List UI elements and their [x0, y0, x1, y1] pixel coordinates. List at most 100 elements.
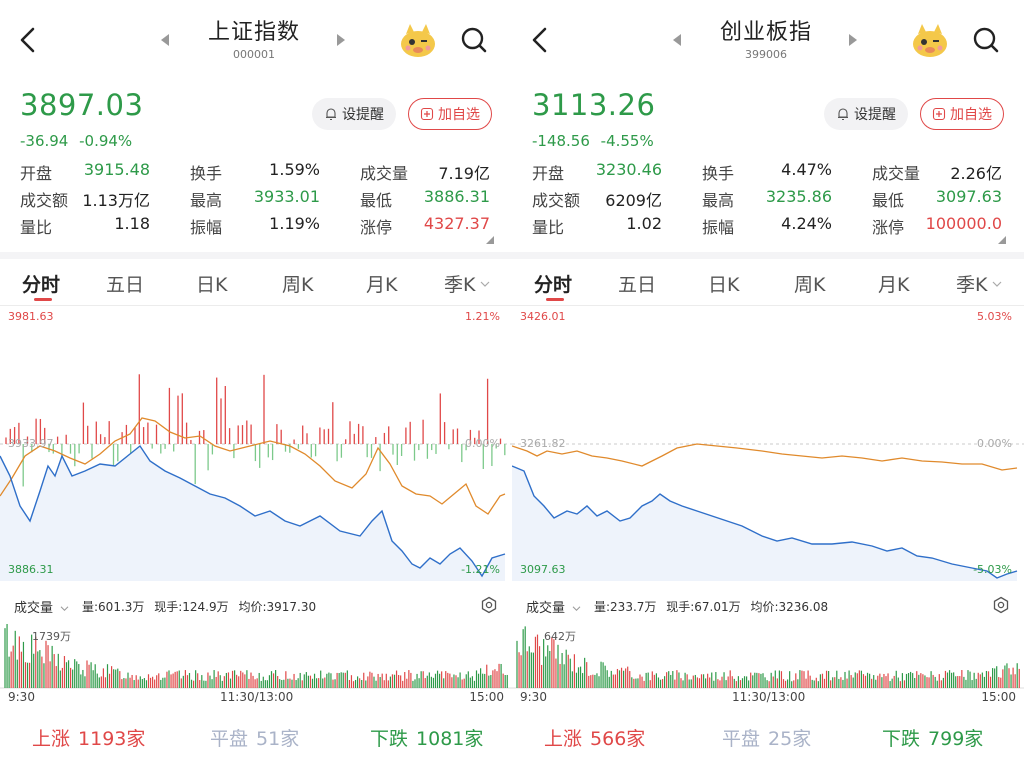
expand-corner-icon[interactable] — [486, 236, 494, 244]
intraday-chart[interactable] — [512, 306, 1024, 586]
stat-label: 量比 — [20, 218, 53, 237]
volume-indicator-select[interactable]: 成交量 — [14, 597, 69, 616]
tab-3[interactable]: 周K — [794, 274, 826, 296]
active-tab-indicator — [546, 298, 564, 301]
prev-arrow-icon[interactable] — [158, 32, 172, 48]
avg-price-line — [512, 443, 1018, 471]
hand-value: 67.01万 — [694, 600, 741, 614]
stat-label: 最高 — [702, 191, 735, 210]
tab-2[interactable]: 日K — [196, 274, 228, 296]
tab-5[interactable]: 季K — [444, 274, 476, 296]
stat-value: 3933.01 — [253, 187, 320, 206]
breadth-flat-count: 25家 — [768, 728, 812, 750]
mascot-icon[interactable] — [398, 20, 438, 60]
divider-band — [0, 252, 512, 259]
stat-value: 3230.46 — [595, 160, 662, 179]
chart-bottom-pct: -1.21% — [461, 563, 500, 576]
breadth-down: 下跌 799家 — [882, 724, 983, 751]
period-tabs: 分时 五日 日K 周K 月K 季K — [512, 262, 1024, 304]
tab-3[interactable]: 周K — [282, 274, 314, 296]
chevron-down-icon[interactable] — [992, 280, 1002, 288]
hand-value: 124.9万 — [182, 600, 229, 614]
stat-label: 涨停 — [360, 218, 393, 237]
set-alert-button[interactable]: 设提醒 — [312, 98, 396, 130]
back-icon[interactable] — [16, 26, 40, 54]
volume-chart[interactable] — [0, 622, 512, 690]
next-arrow-icon[interactable] — [334, 32, 348, 48]
stat-value: 100000.0 — [925, 214, 1002, 233]
next-arrow-icon[interactable] — [846, 32, 860, 48]
mascot-icon[interactable] — [910, 20, 950, 60]
stat-label: 最低 — [360, 191, 393, 210]
prev-arrow-icon[interactable] — [670, 32, 684, 48]
tab-0[interactable]: 分时 — [22, 274, 61, 296]
tab-1[interactable]: 五日 — [618, 274, 657, 296]
volume-indicator-select[interactable]: 成交量 — [526, 597, 581, 616]
set-alert-button[interactable]: 设提醒 — [824, 98, 908, 130]
volume-toolbar: 成交量 量:233.7万 现手:67.01万 均价:3236.08 — [512, 592, 1024, 620]
stat-value: 1.19% — [269, 214, 320, 233]
stat-value: 2.26亿 — [950, 164, 1002, 183]
vol-value: 233.7万 — [610, 600, 657, 614]
breadth-flat-label: 平盘 — [210, 728, 249, 750]
expand-corner-icon[interactable] — [998, 236, 1006, 244]
search-icon[interactable] — [972, 26, 1000, 54]
add-watchlist-button[interactable]: 加自选 — [920, 98, 1004, 130]
market-breadth: 上涨 566家 平盘 25家 下跌 799家 — [512, 722, 1024, 752]
stat-value: 1.02 — [626, 214, 662, 233]
price-change: -148.56 -4.55% — [532, 132, 654, 150]
stat-label: 振幅 — [702, 218, 735, 237]
time-mid: 11:30/13:00 — [732, 690, 806, 704]
stat-row: 成交额 6209亿 最高 3235.86 最低 3097.63 — [532, 187, 1012, 214]
chevron-down-icon[interactable] — [480, 280, 490, 288]
tab-0[interactable]: 分时 — [534, 274, 573, 296]
stat-label: 换手 — [702, 164, 735, 183]
chart-mid-pct: 0.00% — [977, 437, 1012, 450]
breadth-down-count: 1081家 — [416, 728, 484, 750]
volume-stats: 量:233.7万 现手:67.01万 均价:3236.08 — [594, 598, 828, 615]
volume-toolbar: 成交量 量:601.3万 现手:124.9万 均价:3917.30 — [0, 592, 512, 620]
stat-label: 最高 — [190, 191, 223, 210]
current-price: 3897.03 — [20, 88, 144, 122]
avg-prefix: 均价: — [750, 600, 779, 614]
current-price: 3113.26 — [532, 88, 656, 122]
price-line — [512, 465, 1018, 579]
bell-icon — [838, 108, 848, 121]
stat-value: 3235.86 — [765, 187, 832, 206]
stat-row: 量比 1.02 振幅 4.24% 涨停 100000.0 — [532, 214, 1012, 241]
back-icon[interactable] — [528, 26, 552, 54]
settings-icon[interactable] — [992, 596, 1010, 614]
volume-indicator-label: 成交量 — [14, 601, 54, 616]
stat-row: 成交额 1.13万亿 最高 3933.01 最低 3886.31 — [20, 187, 500, 214]
breadth-up-count: 1193家 — [78, 728, 146, 750]
breadth-up: 上涨 566家 — [544, 724, 645, 751]
avg-value: 3236.08 — [778, 600, 829, 614]
add-watchlist-button[interactable]: 加自选 — [408, 98, 492, 130]
settings-icon[interactable] — [480, 596, 498, 614]
search-icon[interactable] — [460, 26, 488, 54]
volume-indicator-label: 成交量 — [526, 601, 566, 616]
stat-label: 成交量 — [360, 164, 409, 183]
volume-chart[interactable] — [512, 622, 1024, 690]
market-breadth: 上涨 1193家 平盘 51家 下跌 1081家 — [0, 722, 512, 752]
breadth-up: 上涨 1193家 — [32, 724, 145, 751]
index-title: 创业板指 — [719, 20, 812, 45]
stat-value: 3886.31 — [423, 187, 490, 206]
time-close: 15:00 — [981, 690, 1016, 704]
avg-prefix: 均价: — [238, 600, 267, 614]
add-watchlist-label: 加自选 — [950, 107, 992, 123]
time-mid: 11:30/13:00 — [220, 690, 294, 704]
tab-2[interactable]: 日K — [708, 274, 740, 296]
tab-1[interactable]: 五日 — [106, 274, 145, 296]
intraday-chart[interactable] — [0, 306, 512, 586]
stat-label: 最低 — [872, 191, 905, 210]
index-code: 399006 — [745, 48, 787, 61]
tab-4[interactable]: 月K — [366, 274, 398, 296]
index-code: 000001 — [233, 48, 275, 61]
stat-row: 开盘 3915.48 换手 1.59% 成交量 7.19亿 — [20, 160, 500, 187]
tab-5[interactable]: 季K — [956, 274, 988, 296]
tab-4[interactable]: 月K — [878, 274, 910, 296]
breadth-flat-count: 51家 — [256, 728, 300, 750]
volume-max: 1739万 — [32, 630, 71, 643]
